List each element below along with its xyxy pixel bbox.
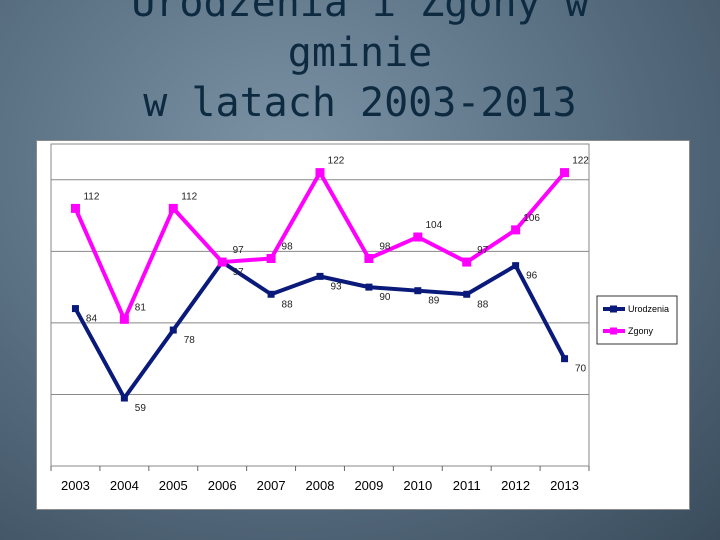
data-label: 84	[86, 314, 98, 325]
x-tick-label: 2007	[257, 478, 286, 493]
data-label: 59	[135, 403, 147, 414]
data-label: 97	[233, 267, 245, 278]
x-tick-label: 2010	[403, 478, 432, 493]
data-label: 89	[428, 296, 440, 307]
data-label: 78	[184, 335, 196, 346]
legend-item-label: Zgony	[628, 326, 654, 336]
chart-panel: 2003 2004 2005 2006 2007 2008 2009 2010 2011 2012…	[36, 140, 690, 510]
data-point	[316, 272, 324, 280]
data-point	[413, 232, 423, 242]
data-label: 88	[477, 299, 489, 310]
legend-swatch-marker	[610, 327, 617, 335]
data-point	[560, 168, 570, 178]
title-line-2: gminie	[287, 30, 433, 76]
x-tick-label: 2011	[453, 478, 481, 493]
data-point	[71, 305, 79, 313]
plot-area	[50, 143, 590, 467]
title-line-3: w latach 2003-2013	[143, 80, 577, 126]
data-point	[169, 326, 177, 334]
legend-box	[596, 295, 678, 345]
data-label: 70	[575, 364, 587, 375]
data-point	[511, 225, 521, 235]
data-point	[561, 355, 569, 363]
data-point	[365, 283, 373, 291]
data-label: 97	[233, 245, 245, 256]
x-tick-label: 2012	[501, 478, 530, 493]
data-label: 112	[83, 191, 99, 202]
data-label: 90	[379, 292, 391, 303]
data-point	[364, 253, 374, 263]
data-point	[463, 290, 471, 298]
title-line-1: Urodzenia i Zgony w	[131, 0, 589, 26]
data-label: 122	[328, 156, 345, 167]
data-label: 96	[526, 271, 538, 282]
line-chart: 2003 2004 2005 2006 2007 2008 2009 2010 2011 2012…	[50, 143, 678, 493]
x-tick-label: 2013	[550, 478, 579, 493]
data-label: 98	[282, 241, 294, 252]
data-point	[414, 287, 422, 295]
data-point	[315, 168, 325, 178]
data-label: 93	[330, 281, 342, 292]
data-point	[462, 257, 472, 267]
legend-swatch-marker	[610, 305, 617, 313]
data-label: 106	[523, 213, 540, 224]
data-label: 112	[181, 191, 197, 202]
data-point	[120, 394, 128, 402]
x-tick-label: 2004	[110, 478, 139, 493]
x-tick-label: 2006	[208, 478, 237, 493]
data-label: 81	[135, 302, 147, 313]
data-point	[266, 253, 276, 263]
data-label: 122	[572, 156, 589, 167]
data-label: 104	[425, 220, 442, 231]
slide-title: Urodzenia i Zgony w gminie w latach 2003…	[0, 0, 720, 128]
data-point	[512, 262, 520, 270]
x-tick-label: 2003	[61, 478, 90, 493]
data-label: 98	[379, 241, 391, 252]
data-label: 97	[477, 245, 489, 256]
data-point	[217, 257, 227, 267]
data-label: 88	[282, 299, 294, 310]
data-point	[70, 203, 80, 213]
data-point	[267, 290, 275, 298]
data-point	[119, 314, 129, 324]
x-tick-label: 2009	[354, 478, 383, 493]
x-tick-label: 2008	[306, 478, 335, 493]
legend-item-label: Urodzenia	[628, 304, 669, 314]
x-tick-label: 2005	[159, 478, 188, 493]
data-point	[168, 203, 178, 213]
